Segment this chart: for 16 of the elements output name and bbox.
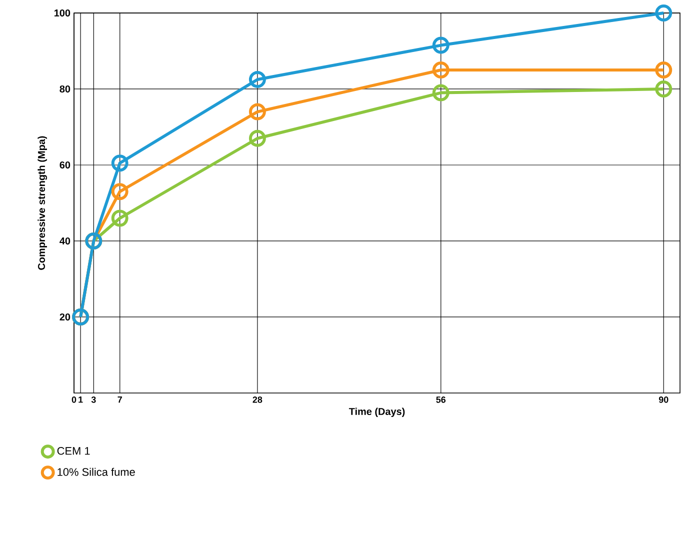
x-tick-label: 28 xyxy=(252,396,262,403)
x-tick-label: 3 xyxy=(91,396,96,403)
y-tick-label: 80 xyxy=(60,85,70,93)
y-tick-label: 20 xyxy=(60,313,70,321)
x-tick-label: 56 xyxy=(436,396,446,403)
x-axis-title: Time (Days) xyxy=(348,408,405,417)
y-axis-title: Compressive strength (Mpa) xyxy=(38,136,48,270)
x-tick-label: 7 xyxy=(118,396,122,403)
y-tick-label: 40 xyxy=(60,237,70,245)
x-tick-label: 0 xyxy=(72,396,76,403)
y-tick-label: 100 xyxy=(54,9,70,17)
legend-label: CEM 1 xyxy=(57,447,90,455)
legend-label: 10% Silica fume xyxy=(58,468,135,476)
x-tick-label: 90 xyxy=(658,396,668,403)
x-tick-label: 1 xyxy=(78,396,83,403)
y-tick-label: 60 xyxy=(60,161,70,169)
